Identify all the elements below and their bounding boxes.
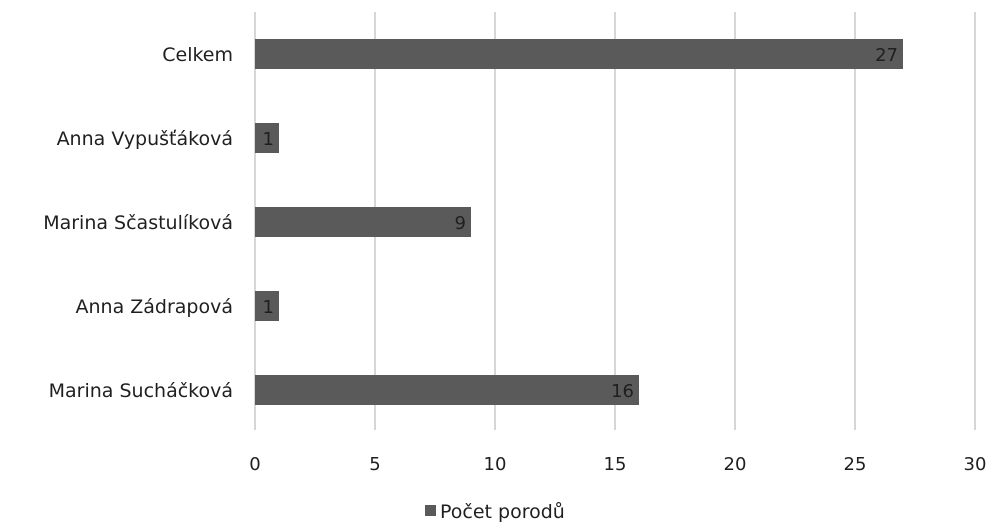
x-tick-label: 25 — [844, 454, 867, 475]
category-label: Anna Vypušťáková — [57, 128, 233, 150]
legend-swatch — [425, 505, 436, 516]
x-tick-label: 20 — [724, 454, 747, 475]
x-tick-label: 5 — [369, 454, 380, 475]
category-label: Marina Sčastulíková — [43, 212, 233, 234]
data-label: 9 — [455, 213, 466, 234]
data-label: 1 — [263, 297, 274, 318]
bar-4 — [255, 375, 639, 405]
x-tick-label: 0 — [249, 454, 260, 475]
category-label: Celkem — [162, 44, 233, 66]
x-tick-label: 15 — [604, 454, 627, 475]
data-label: 16 — [611, 381, 634, 402]
data-label: 27 — [875, 45, 898, 66]
bar-0 — [255, 39, 903, 69]
x-tick-label: 30 — [964, 454, 987, 475]
data-label: 1 — [263, 129, 274, 150]
bar-2 — [255, 207, 471, 237]
legend-label: Počet porodů — [440, 501, 565, 523]
category-label: Anna Zádrapová — [75, 296, 233, 318]
x-tick-label: 10 — [484, 454, 507, 475]
category-label: Marina Sucháčková — [49, 380, 233, 402]
